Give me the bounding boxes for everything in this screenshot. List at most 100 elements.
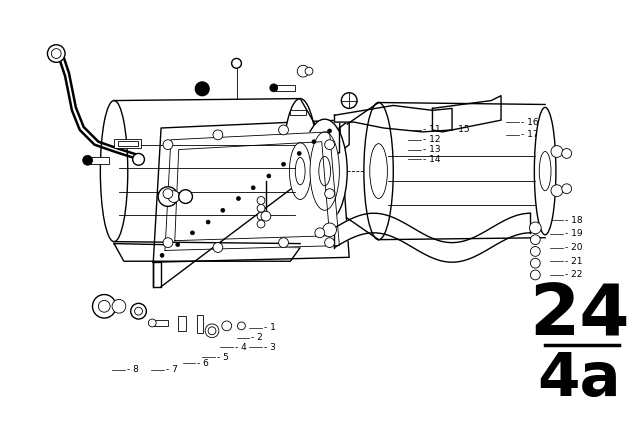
Circle shape: [148, 319, 156, 327]
Circle shape: [232, 58, 241, 68]
Text: - 11: - 11: [422, 125, 440, 134]
Polygon shape: [339, 120, 349, 152]
Polygon shape: [433, 96, 501, 132]
Circle shape: [158, 187, 178, 207]
Ellipse shape: [295, 157, 305, 185]
Circle shape: [531, 258, 540, 268]
Circle shape: [93, 294, 116, 318]
Circle shape: [305, 67, 313, 75]
Circle shape: [83, 155, 93, 165]
Ellipse shape: [283, 99, 318, 244]
Text: - 4: - 4: [234, 343, 246, 352]
Text: - 20: - 20: [564, 243, 582, 252]
Circle shape: [208, 327, 216, 335]
Text: - 10: - 10: [284, 179, 301, 188]
Circle shape: [131, 303, 147, 319]
Ellipse shape: [534, 108, 556, 235]
Text: - 18: - 18: [564, 215, 582, 224]
FancyBboxPatch shape: [118, 141, 138, 146]
Circle shape: [213, 130, 223, 140]
Polygon shape: [114, 244, 300, 261]
Ellipse shape: [370, 144, 387, 198]
Circle shape: [163, 238, 173, 247]
Circle shape: [562, 184, 572, 194]
Text: - 5: - 5: [217, 353, 228, 362]
Circle shape: [324, 140, 335, 150]
Circle shape: [312, 140, 316, 144]
Circle shape: [328, 129, 332, 133]
FancyBboxPatch shape: [114, 139, 141, 147]
Circle shape: [163, 189, 173, 198]
Circle shape: [221, 208, 225, 212]
Text: - 2: - 2: [252, 333, 263, 342]
Circle shape: [134, 307, 143, 315]
Circle shape: [47, 45, 65, 62]
Circle shape: [176, 243, 180, 246]
Text: - 16: - 16: [520, 118, 538, 127]
Text: - 8: - 8: [127, 366, 139, 375]
Circle shape: [297, 65, 309, 77]
Ellipse shape: [540, 151, 551, 191]
Circle shape: [282, 162, 285, 166]
Circle shape: [257, 197, 265, 204]
Circle shape: [257, 212, 265, 220]
FancyBboxPatch shape: [276, 85, 295, 91]
Polygon shape: [335, 105, 452, 132]
Text: - 14: - 14: [422, 155, 440, 164]
FancyBboxPatch shape: [88, 157, 109, 164]
Circle shape: [222, 321, 232, 331]
Circle shape: [531, 246, 540, 256]
Circle shape: [179, 190, 193, 203]
Circle shape: [213, 243, 223, 252]
Circle shape: [278, 238, 289, 247]
Circle shape: [531, 270, 540, 280]
Circle shape: [531, 235, 540, 245]
FancyBboxPatch shape: [197, 315, 204, 333]
Circle shape: [267, 174, 271, 178]
Ellipse shape: [364, 103, 393, 240]
FancyBboxPatch shape: [178, 316, 186, 331]
Circle shape: [315, 228, 324, 238]
Text: - 12: - 12: [422, 135, 440, 144]
Text: 4a: 4a: [538, 350, 621, 409]
Circle shape: [51, 49, 61, 58]
Circle shape: [206, 220, 210, 224]
Text: 24: 24: [529, 282, 630, 351]
Text: - 19: - 19: [564, 229, 582, 238]
Circle shape: [278, 125, 289, 135]
Circle shape: [324, 189, 335, 198]
Text: - 15: - 15: [452, 125, 470, 134]
Polygon shape: [335, 213, 531, 262]
Circle shape: [160, 254, 164, 257]
Circle shape: [112, 299, 126, 313]
Text: - 17: - 17: [520, 130, 538, 139]
Circle shape: [195, 82, 209, 96]
Circle shape: [168, 191, 180, 202]
Polygon shape: [153, 120, 349, 262]
Circle shape: [562, 149, 572, 158]
Text: - 9: - 9: [280, 202, 292, 211]
FancyBboxPatch shape: [291, 110, 306, 115]
Text: - 13: - 13: [422, 145, 440, 154]
Text: - 6: - 6: [197, 358, 209, 368]
FancyBboxPatch shape: [153, 320, 168, 326]
Ellipse shape: [310, 132, 339, 210]
Circle shape: [257, 220, 265, 228]
Ellipse shape: [319, 156, 331, 186]
Circle shape: [341, 93, 357, 108]
Circle shape: [132, 154, 145, 165]
Polygon shape: [153, 262, 161, 287]
Circle shape: [257, 204, 265, 212]
Text: - 21: - 21: [564, 257, 582, 266]
Circle shape: [191, 231, 195, 235]
Circle shape: [163, 140, 173, 150]
Polygon shape: [165, 132, 339, 250]
Circle shape: [529, 222, 541, 234]
Circle shape: [297, 151, 301, 155]
Circle shape: [323, 223, 337, 237]
Circle shape: [551, 185, 563, 197]
Circle shape: [237, 197, 241, 201]
Text: - 1: - 1: [264, 323, 276, 332]
Circle shape: [324, 238, 335, 247]
Ellipse shape: [289, 142, 311, 199]
